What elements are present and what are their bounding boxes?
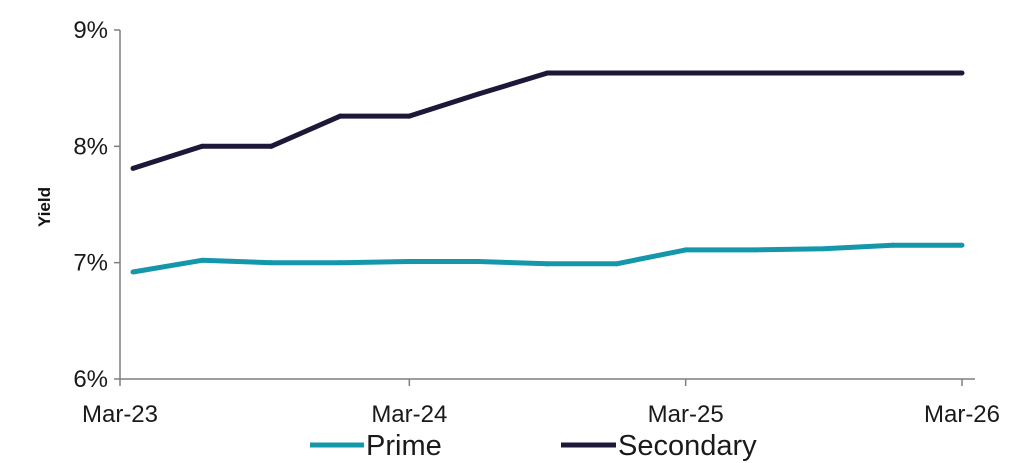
data-point-prime bbox=[683, 247, 689, 253]
y-tick-label: 8% bbox=[73, 133, 108, 160]
x-tick-label: Mar-26 bbox=[924, 401, 1000, 428]
data-point-secondary bbox=[268, 143, 274, 149]
data-point-secondary bbox=[337, 113, 343, 119]
data-point-prime bbox=[545, 261, 550, 267]
data-point-prime bbox=[475, 259, 481, 265]
data-point-prime bbox=[337, 260, 343, 266]
data-point-secondary bbox=[199, 143, 205, 149]
y-tick-label: 9% bbox=[73, 17, 108, 44]
series-lines bbox=[130, 70, 965, 275]
data-point-prime bbox=[890, 242, 896, 248]
data-point-prime bbox=[959, 242, 965, 248]
data-point-secondary bbox=[614, 70, 620, 76]
data-point-prime bbox=[199, 257, 205, 263]
legend-label-prime: Prime bbox=[366, 430, 442, 462]
data-point-secondary bbox=[406, 113, 412, 119]
y-tick-label: 6% bbox=[73, 366, 108, 393]
legend: Prime Secondary bbox=[310, 430, 757, 462]
data-point-secondary bbox=[821, 70, 827, 76]
data-point-secondary bbox=[475, 91, 481, 97]
y-axis-title: Yield bbox=[35, 187, 54, 227]
data-point-prime bbox=[268, 260, 274, 266]
data-point-prime bbox=[821, 246, 827, 252]
data-point-secondary bbox=[959, 70, 965, 76]
data-point-prime bbox=[614, 261, 620, 267]
data-point-prime bbox=[752, 247, 758, 253]
x-tick-label: Mar-23 bbox=[82, 401, 158, 428]
legend-label-secondary: Secondary bbox=[618, 430, 757, 462]
x-tick-label: Mar-25 bbox=[648, 401, 724, 428]
data-point-secondary bbox=[683, 70, 689, 76]
series-line-secondary bbox=[132, 70, 962, 171]
data-point-secondary bbox=[752, 70, 758, 76]
y-tick-label: 7% bbox=[73, 250, 108, 277]
data-point-secondary bbox=[890, 70, 896, 76]
data-point-secondary bbox=[130, 165, 136, 171]
data-point-prime bbox=[130, 269, 136, 275]
data-point-prime bbox=[406, 259, 412, 265]
series-line-prime bbox=[132, 242, 962, 275]
x-tick-label: Mar-24 bbox=[371, 401, 447, 428]
data-point-secondary bbox=[545, 70, 550, 76]
axes: 6% 7% 8% 9% Mar-23 Mar-24 Mar-25 Mar-26 bbox=[73, 17, 1000, 428]
